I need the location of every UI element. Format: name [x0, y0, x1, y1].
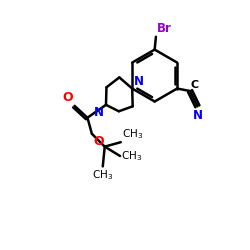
Text: N: N: [134, 74, 144, 88]
Text: CH$_3$: CH$_3$: [121, 149, 142, 163]
Text: N: N: [94, 106, 104, 119]
Text: CH$_3$: CH$_3$: [122, 128, 143, 141]
Text: C: C: [190, 80, 198, 90]
Text: Br: Br: [157, 22, 172, 35]
Text: N: N: [193, 109, 203, 122]
Text: O: O: [93, 135, 104, 148]
Text: O: O: [62, 91, 73, 104]
Text: CH$_3$: CH$_3$: [92, 168, 113, 182]
